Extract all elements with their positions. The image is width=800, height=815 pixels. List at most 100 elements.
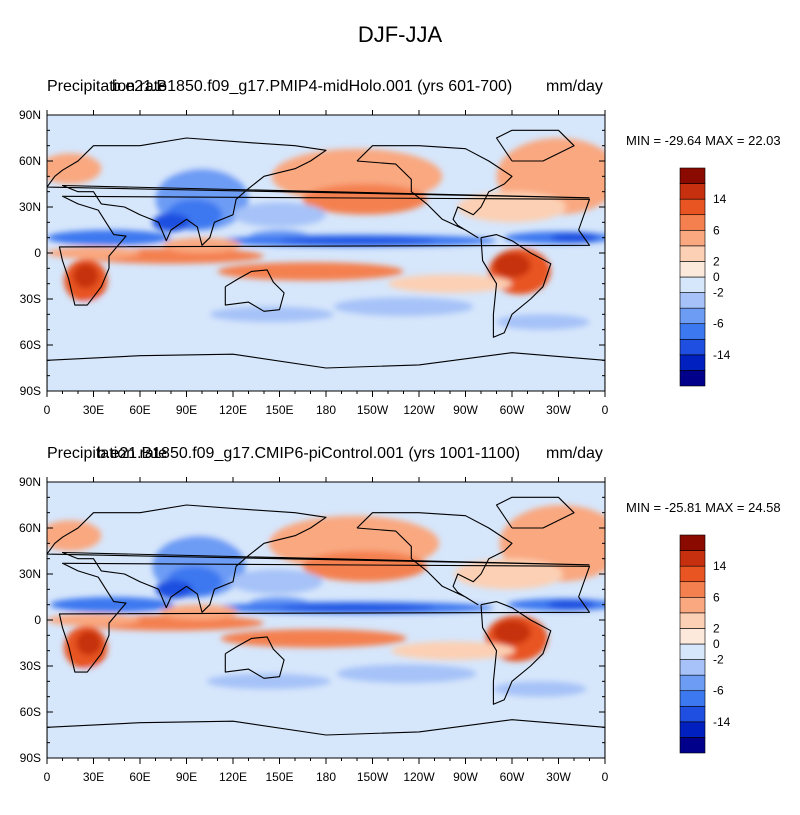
coastline [58, 195, 591, 306]
colorbar-swatch [679, 659, 706, 676]
colorbar-label: 0 [713, 637, 720, 651]
panel-minmax: MIN = -25.81 MAX = 24.58 [626, 500, 781, 515]
colorbar-swatch [679, 307, 706, 325]
coastline [58, 562, 591, 673]
lon-tick-label: 30W [546, 403, 571, 417]
anomaly-region [279, 604, 435, 611]
lon-tick-label: 120W [403, 770, 435, 784]
colorbar-label: 2 [713, 254, 720, 268]
colorbar-swatch [679, 550, 706, 567]
panel-case-label: b.e21.B1850.f09_g17.PMIP4-midHolo.001 (y… [112, 78, 513, 95]
panel-variable-label: Precipitation rate [47, 78, 168, 95]
colorbar-swatch [679, 581, 706, 598]
colorbar-label: -6 [713, 684, 724, 698]
lon-tick-label: 60E [129, 770, 150, 784]
panel-picontrol: Precipitation rate b.e21.B1850.f09_g17.C… [0, 445, 800, 815]
colorbar-label: 2 [713, 621, 720, 635]
colorbar-label: 6 [713, 590, 720, 604]
lon-tick-label: 150W [357, 770, 389, 784]
panel-case-label: b.e21.B1850.f09_g17.CMIP6-piControl.001 … [97, 445, 521, 462]
colorbar-label: 0 [713, 270, 720, 284]
anomaly-region [220, 629, 407, 648]
colorbar-swatch [679, 354, 706, 371]
lon-tick-label: 90E [176, 770, 197, 784]
lon-tick-label: 90W [453, 770, 478, 784]
colorbar-swatch [679, 338, 706, 356]
colorbar-swatch [679, 229, 706, 247]
anomaly-region [209, 306, 334, 322]
coastline [47, 352, 605, 391]
lat-tick-label: 60S [20, 338, 41, 352]
colorbar-swatch [679, 370, 706, 387]
colorbar-swatch [679, 674, 706, 692]
anomaly-region [217, 262, 404, 281]
lat-tick-label: 0 [34, 246, 41, 260]
lon-tick-label: 150E [265, 770, 293, 784]
anomaly-region [550, 233, 598, 243]
lat-tick-label: 30S [20, 659, 41, 673]
lat-tick-label: 30N [19, 200, 41, 214]
lon-tick-label: 180 [316, 403, 336, 417]
colorbar-swatch [679, 690, 706, 707]
colorbar-swatch [679, 276, 706, 293]
colorbar-swatch [679, 198, 706, 216]
colorbar-swatch [679, 534, 706, 551]
lon-tick-label: 0 [602, 403, 609, 417]
lon-tick-label: 60E [129, 403, 150, 417]
colorbar-swatch [679, 643, 706, 660]
colorbar-label: -14 [713, 715, 731, 729]
colorbar-label: 14 [713, 192, 727, 206]
panel-midholo: Precipitation rate b.e21.B1850.f09_g17.P… [0, 78, 800, 448]
anomaly-region [78, 664, 202, 683]
lon-tick-label: 150W [357, 403, 389, 417]
figure-title: DJF-JJA [357, 22, 443, 47]
colorbar-swatch [679, 705, 706, 723]
lat-tick-label: 90S [20, 751, 41, 765]
coastline [480, 234, 552, 338]
lon-tick-label: 30E [83, 403, 104, 417]
lat-tick-label: 60S [20, 705, 41, 719]
anomaly-region [333, 297, 474, 316]
lon-tick-label: 60W [500, 403, 525, 417]
anomaly-region [229, 569, 323, 594]
colorbar-label: -2 [713, 286, 724, 300]
colorbar-label: -2 [713, 653, 724, 667]
lon-tick-label: 30E [83, 770, 104, 784]
lat-tick-label: 0 [34, 613, 41, 627]
anomaly-region [279, 237, 435, 244]
coastline [495, 129, 575, 162]
colorbar-swatch [679, 214, 706, 231]
panel-variable-label: Precipitation rate [47, 445, 168, 462]
anomaly-region [493, 681, 587, 697]
lat-tick-label: 90S [20, 384, 41, 398]
lon-tick-label: 0 [602, 770, 609, 784]
coastline [224, 636, 285, 679]
coastline [480, 601, 552, 705]
colorbar-swatch [679, 612, 706, 629]
lon-tick-label: 180 [316, 770, 336, 784]
colorbar-swatch [679, 183, 706, 200]
colorbar-swatch [679, 245, 706, 262]
colorbar-swatch [679, 721, 706, 738]
anomaly-region [152, 213, 190, 232]
colorbar-swatch [679, 565, 706, 583]
coastline [47, 719, 605, 758]
coastline [495, 496, 575, 529]
coastline [224, 269, 285, 312]
colorbar-swatch [679, 596, 706, 614]
lat-tick-label: 30S [20, 292, 41, 306]
lat-tick-label: 60N [19, 154, 41, 168]
lon-tick-label: 30W [546, 770, 571, 784]
anomaly-region [493, 253, 531, 278]
colorbar-swatch [679, 261, 706, 278]
coastline [47, 137, 590, 246]
lon-tick-label: 0 [44, 403, 51, 417]
colorbar-label: -14 [713, 348, 731, 362]
anomaly-region [336, 664, 477, 683]
colorbar-label: 6 [713, 223, 720, 237]
anomaly-region [47, 230, 171, 246]
anomaly-region [233, 202, 326, 227]
panel-minmax: MIN = -29.64 MAX = 22.03 [626, 133, 781, 148]
lon-tick-label: 120E [219, 403, 247, 417]
lat-tick-label: 90N [19, 475, 41, 489]
